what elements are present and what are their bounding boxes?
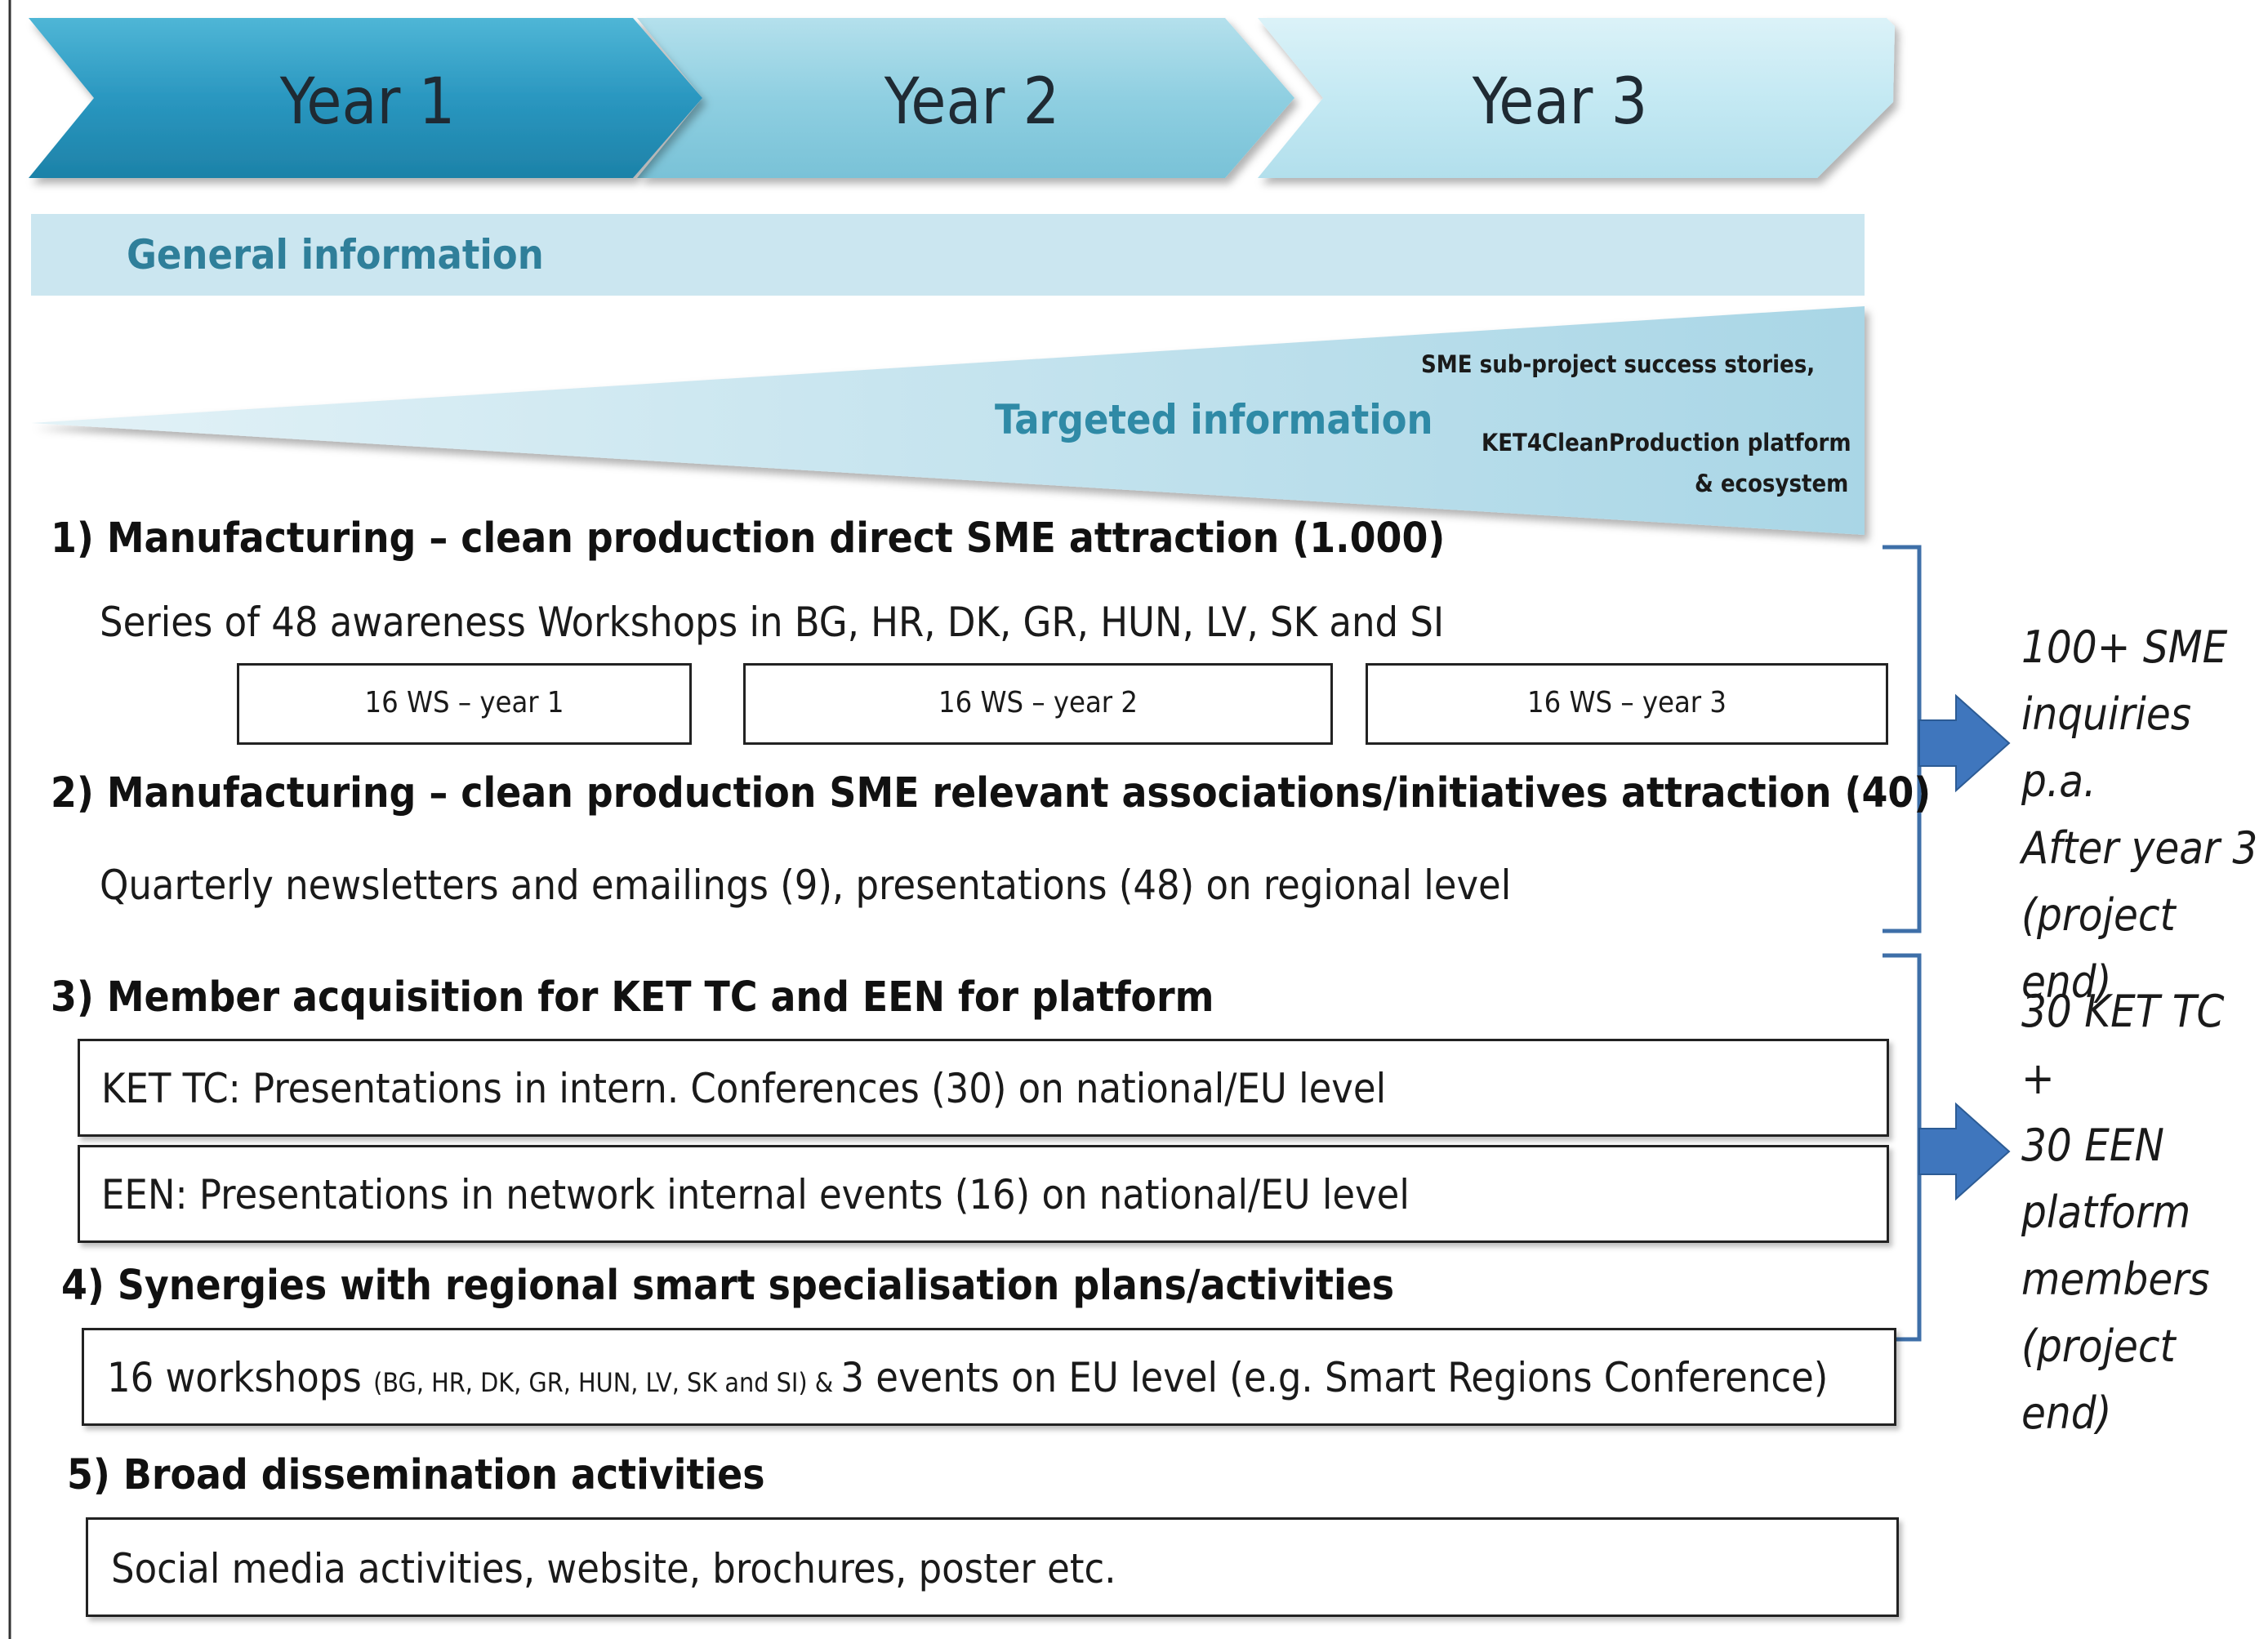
synergies-text: 16 workshops (BG, HR, DK, GR, HUN, LV, S… [107,1352,1828,1409]
ket-tc-box: KET TC: Presentations in intern. Confere… [78,1039,1889,1137]
result-1-line-1: 100+ SME [2021,621,2228,673]
targeted-note-success-stories: SME sub-project success stories, [1421,350,1816,378]
result-2-line-3: platform [2021,1187,2191,1238]
year-2-label: Year 2 [884,65,1060,139]
year-2-chevron [637,18,1294,178]
arrow-right-2 [1918,1102,2011,1201]
section-5-title: 5) Broad dissemination activities [67,1451,765,1499]
section-1-text: Series of 48 awareness Workshops in BG, … [100,599,1445,646]
result-2-line-1: 30 KET TC + [2021,986,2225,1104]
result-platform-members: 30 KET TC + 30 EEN platform members (pro… [2021,978,2266,1447]
result-2-line-2: 30 EEN [2021,1120,2164,1171]
section-2-text: Quarterly newsletters and emailings (9),… [100,862,1512,909]
result-2-line-5: (project end) [2021,1321,2176,1439]
een-box: EEN: Presentations in network internal e… [78,1145,1889,1243]
result-2-line-4: members [2021,1254,2210,1305]
targeted-note-ecosystem: & ecosystem [1695,470,1849,497]
synergies-text-countries: (BG, HR, DK, GR, HUN, LV, SK and SI) & [373,1367,841,1398]
synergies-box: 16 workshops (BG, HR, DK, GR, HUN, LV, S… [82,1328,1896,1426]
arrow-right-1 [1918,693,2011,793]
section-4-title: 4) Synergies with regional smart special… [61,1262,1395,1310]
targeted-note-platform: KET4CleanProduction platform [1482,429,1851,457]
synergies-text-events: 3 events on EU level (e.g. Smart Regions… [840,1354,1829,1401]
year-3-chevron [1258,18,1895,178]
year-3-label: Year 3 [1472,65,1648,139]
general-information-label: General information [127,231,544,278]
year-1-label: Year 1 [279,65,456,139]
targeted-information-label: Targeted information [995,396,1433,443]
result-1-line-3: After year 3 [2021,822,2258,874]
dissemination-text: Social media activities, website, brochu… [111,1545,1116,1592]
section-3-title: 3) Member acquisition for KET TC and EEN… [51,973,1214,1022]
een-text: EEN: Presentations in network internal e… [101,1171,1410,1218]
result-1-line-4: (project end) [2021,889,2176,1008]
ws-year-1-box: 16 WS – year 1 [237,663,692,745]
targeted-information-wedge [31,306,1865,535]
section-1-title: 1) Manufacturing – clean production dire… [51,514,1446,563]
ws-year-2-box: 16 WS – year 2 [743,663,1333,745]
result-1-line-2: inquiries p.a. [2021,688,2192,807]
year-1-chevron [29,18,702,178]
result-sme-inquiries: 100+ SME inquiries p.a. After year 3 (pr… [2021,614,2266,1016]
synergies-text-workshops: 16 workshops [107,1354,374,1401]
general-information-band [31,214,1865,296]
section-2-title: 2) Manufacturing – clean production SME … [51,769,1932,817]
dissemination-box: Social media activities, website, brochu… [86,1517,1899,1617]
ws-year-3-box: 16 WS – year 3 [1366,663,1888,745]
ket-tc-text: KET TC: Presentations in intern. Confere… [101,1065,1387,1112]
